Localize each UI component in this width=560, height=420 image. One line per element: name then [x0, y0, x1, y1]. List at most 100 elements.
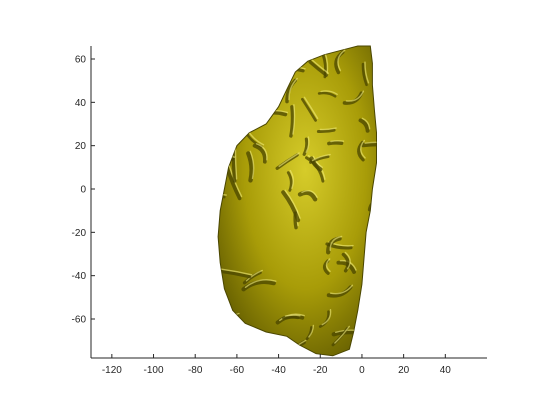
- gyrus-highlight: [344, 251, 351, 270]
- gyrus-highlight: [325, 258, 331, 272]
- y-tick-label: -20: [72, 228, 87, 239]
- y-tick-label: 20: [75, 141, 87, 152]
- gyrus-highlight: [289, 169, 294, 190]
- gyrus-highlight: [288, 77, 298, 101]
- sulcus-fold: [224, 80, 230, 107]
- sulcus-fold: [282, 315, 300, 320]
- sulcus-fold: [222, 146, 235, 161]
- x-tick-label: -60: [230, 365, 245, 376]
- sulcus-fold: [361, 142, 377, 148]
- gyrus-highlight: [245, 269, 263, 282]
- gyrus-highlight: [308, 324, 315, 338]
- x-tick-label: 20: [398, 365, 410, 376]
- gyrus-highlight: [311, 59, 329, 74]
- gyrus-highlight: [249, 150, 255, 180]
- gyrus-highlight: [337, 49, 346, 72]
- gyrus-highlight: [334, 325, 350, 344]
- gyrus-highlight: [284, 314, 301, 317]
- x-tick-label: -80: [188, 365, 203, 376]
- gyrus-highlight: [269, 46, 273, 56]
- gyrus-highlight: [284, 63, 298, 72]
- y-tick-label: -60: [72, 315, 87, 326]
- gyrus-highlight: [371, 198, 377, 209]
- gyrus-highlight: [218, 154, 236, 159]
- gyrus-highlight: [223, 126, 236, 147]
- sulcus-fold: [218, 194, 226, 199]
- sulcus-fold: [286, 171, 293, 192]
- sulcus-fold: [218, 280, 221, 305]
- gyrus-highlight: [330, 140, 345, 143]
- sulcus-fold: [351, 338, 374, 350]
- gyrus-highlight: [319, 127, 337, 131]
- gyrus-highlight: [227, 79, 231, 104]
- sulcus-fold: [218, 148, 229, 163]
- x-tick-label: -100: [144, 365, 164, 376]
- sulcus-fold: [274, 340, 306, 356]
- gyrus-highlight: [354, 337, 375, 347]
- sulcus-fold: [309, 155, 330, 164]
- gyrus-highlight: [303, 96, 319, 120]
- gyrus-highlight: [301, 189, 318, 198]
- y-tick-label: 0: [80, 185, 86, 196]
- y-tick-label: -40: [72, 271, 87, 282]
- gyrus-highlight: [305, 136, 310, 153]
- gyrus-highlight: [371, 224, 377, 243]
- sulcus-fold: [317, 91, 337, 98]
- gyrus-highlight: [221, 325, 250, 331]
- gyrus-highlight: [292, 104, 296, 135]
- gyrus-highlight: [284, 189, 301, 219]
- gyrus-highlight: [330, 284, 354, 295]
- x-tick-label: -120: [102, 365, 122, 376]
- gyrus-highlight: [218, 279, 222, 302]
- sulcus-fold: [218, 156, 235, 162]
- gyrus-highlight: [218, 193, 227, 196]
- brain-surface-outline: [217, 45, 377, 357]
- y-tick-label: 60: [75, 55, 87, 66]
- gyrus-highlight: [329, 235, 343, 251]
- x-tick-label: 0: [359, 365, 365, 376]
- sulcus-fold: [327, 141, 344, 146]
- sulcus-fold: [308, 60, 328, 77]
- sulcus-fold: [281, 190, 301, 223]
- gyrus-highlight: [360, 139, 366, 159]
- sulcus-fold: [358, 118, 370, 133]
- gyrus-highlight: [228, 37, 259, 41]
- sulcus-fold: [218, 313, 239, 331]
- sulcus-fold: [218, 330, 235, 345]
- gyrus-highlight: [218, 312, 240, 328]
- sulcus-fold: [252, 143, 267, 164]
- x-tick-label: -40: [271, 365, 286, 376]
- gyrus-highlight: [312, 155, 323, 168]
- sulcus-fold: [297, 190, 318, 202]
- sulcus-fold: [309, 156, 323, 172]
- sulcus-fold: [341, 252, 350, 273]
- gyrus-highlight: [220, 268, 253, 276]
- y-tick-label: 40: [75, 98, 87, 109]
- sulcus-fold: [225, 166, 242, 201]
- sulcus-fold: [224, 98, 232, 118]
- sulcus-fold: [218, 118, 237, 128]
- gyrus-highlight: [234, 148, 238, 180]
- sulcus-fold: [218, 269, 219, 296]
- sulcus-fold: [266, 46, 272, 59]
- gyrus-highlight: [244, 279, 277, 288]
- gyrus-highlight: [255, 143, 268, 161]
- gyrus-highlight: [364, 141, 377, 144]
- gyrus-highlight: [221, 328, 236, 342]
- gyrus-highlight: [278, 339, 307, 356]
- sulcus-fold: [361, 62, 368, 87]
- gyrus-highlight: [288, 51, 309, 57]
- x-tick-label: -20: [313, 365, 328, 376]
- gyrus-highlight: [218, 269, 219, 293]
- sulcus-fold: [305, 326, 313, 341]
- sulcus-fold: [220, 53, 232, 73]
- sulcus-fold: [219, 46, 235, 60]
- x-axis-ticks: -120 -100 -80 -60 -40 -20 0 20 40: [102, 354, 451, 376]
- gyrus-highlight: [364, 61, 370, 84]
- sulcus-fold: [226, 39, 257, 43]
- gyrus-highlight: [321, 309, 332, 326]
- gyrus-highlight: [345, 90, 365, 102]
- x-axis: -120 -100 -80 -60 -40 -20 0 20 40: [91, 354, 487, 376]
- gyrus-highlight: [218, 148, 229, 160]
